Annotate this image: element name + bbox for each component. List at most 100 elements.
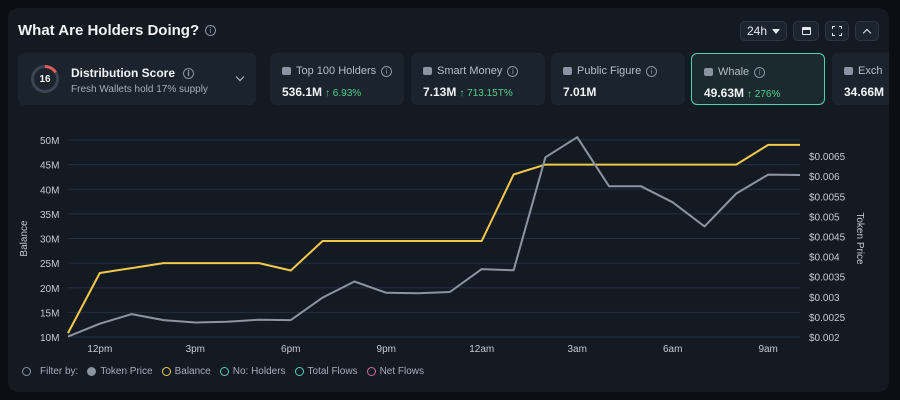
y-tick-label: 40M <box>40 185 59 196</box>
y2-tick-label: $0.004 <box>809 253 840 264</box>
metric-change: ↑ 713.15T% <box>459 88 513 99</box>
holders-panel: What Are Holders Doing? i 24h <box>8 8 889 392</box>
y2-tick-label: $0.0065 <box>809 152 846 163</box>
y2-tick-label: $0.002 <box>809 333 840 344</box>
x-tick-label: 12pm <box>87 344 112 355</box>
timeframe-value: 24h <box>746 24 768 38</box>
metric-label: Smart Money <box>437 65 503 77</box>
metric-value: 536.1M <box>282 85 323 99</box>
legend-dot <box>366 367 376 376</box>
metric-card-whale[interactable]: Whale i 49.63M ↑ 276% <box>691 53 825 105</box>
metric-value: 49.63M <box>704 86 745 100</box>
metric-value: 7.13M <box>423 85 457 99</box>
legend-label: Total Flows <box>307 366 358 377</box>
header-controls: 24h <box>740 21 879 41</box>
metric-change: ↑ 6.93% <box>325 88 362 99</box>
timeframe-select[interactable]: 24h <box>740 21 787 41</box>
legend-label: Net Flows <box>379 366 425 377</box>
metric-value: 7.01M <box>563 85 597 99</box>
holders-chart: 10M 15M 20M 25M 30M 35M 40M 45M 50M $0.002 $0.0025… <box>19 136 865 355</box>
y-tick-label: 15M <box>40 308 59 319</box>
collapse-button[interactable] <box>855 21 879 41</box>
x-tick-label: 6am <box>663 344 682 355</box>
x-tick-label: 3am <box>567 344 586 355</box>
legend-label: No: Holders <box>232 366 286 377</box>
info-icon[interactable]: i <box>205 25 217 36</box>
score-subtitle: Fresh Wallets hold 17% supply <box>71 84 208 95</box>
info-icon[interactable]: i <box>381 65 393 77</box>
panel-title: What Are Holders Doing? <box>18 22 200 39</box>
legend-item-token-price[interactable]: Token Price <box>87 366 153 377</box>
legend-dot <box>87 367 97 376</box>
y2-tick-label: $0.005 <box>809 212 840 223</box>
y-axis-title: Balance <box>19 220 30 257</box>
legend-label: Balance <box>174 366 211 377</box>
chart-legend: Filter by: Token Price Balance No: Holde… <box>22 366 424 377</box>
legend-dot <box>294 367 304 376</box>
score-ring <box>31 65 59 93</box>
panel-header: What Are Holders Doing? i <box>18 22 217 39</box>
metric-value: 34.66M <box>844 85 885 99</box>
x-tick-label: 9am <box>758 344 777 355</box>
metric-card-exchange[interactable]: Exch 34.66M <box>832 53 889 105</box>
info-icon[interactable]: i <box>754 66 766 78</box>
y2-tick-label: $0.003 <box>809 293 840 304</box>
y2-tick-label: $0.0045 <box>809 232 846 243</box>
info-icon[interactable]: i <box>183 67 195 79</box>
bank-icon <box>282 67 291 75</box>
legend-item-net-flows[interactable]: Net Flows <box>366 366 425 377</box>
metric-change: ↑ 276% <box>747 89 781 100</box>
calendar-icon <box>801 27 811 35</box>
chevron-up-icon <box>862 28 872 37</box>
y2-tick-label: $0.0055 <box>809 192 846 203</box>
bulb-icon <box>563 67 572 75</box>
metric-card-smart-money[interactable]: Smart Money i 7.13M ↑ 713.15T% <box>411 53 545 105</box>
y-tick-label: 20M <box>40 284 59 295</box>
metric-card-public-figure[interactable]: Public Figure i 7.01M <box>551 53 685 105</box>
x-tick-label: 6pm <box>281 344 300 355</box>
fullscreen-button[interactable] <box>825 21 849 41</box>
y-tick-label: 35M <box>40 210 59 221</box>
metric-label: Exch <box>858 65 883 77</box>
legend-label: Token Price <box>100 366 153 377</box>
y-tick-label: 30M <box>40 235 59 246</box>
metric-card-top100[interactable]: Top 100 Holders i 536.1M ↑ 6.93% <box>270 53 404 105</box>
series-line-balance <box>67 143 800 334</box>
distribution-score-card[interactable]: 16 Distribution Score i Fresh Wallets ho… <box>18 53 256 105</box>
legend-item-total-flows[interactable]: Total Flows <box>294 366 358 377</box>
chevron-down-icon[interactable] <box>235 72 245 82</box>
metric-label: Public Figure <box>577 65 642 77</box>
y2-tick-label: $0.0035 <box>809 273 846 284</box>
filter-label: Filter by: <box>40 366 79 377</box>
caret-down-icon <box>772 28 781 34</box>
score-title: Distribution Score i <box>71 66 195 80</box>
exchange-icon <box>844 67 853 75</box>
y-tick-label: 25M <box>40 259 59 270</box>
metric-label: Top 100 Holders <box>296 65 377 77</box>
calendar-button[interactable] <box>793 21 819 41</box>
info-icon[interactable]: i <box>646 65 658 77</box>
metric-cards: 16 Distribution Score i Fresh Wallets ho… <box>18 53 889 105</box>
y2-tick-label: $0.006 <box>809 172 840 183</box>
score-title-text: Distribution Score <box>71 66 176 80</box>
y2-axis-title: Token Price <box>854 212 865 265</box>
y2-tick-label: $0.0025 <box>809 313 846 324</box>
x-tick-label: 3pm <box>186 344 205 355</box>
y-tick-label: 50M <box>40 136 59 147</box>
series-line-token-price <box>67 136 801 338</box>
y-tick-label: 45M <box>40 161 59 172</box>
x-tick-label: 9pm <box>377 344 396 355</box>
whale-icon <box>704 68 713 76</box>
fullscreen-icon <box>832 26 842 36</box>
legend-item-balance[interactable]: Balance <box>161 366 211 377</box>
legend-dot <box>161 367 171 376</box>
legend-dot <box>219 367 229 376</box>
x-tick-label: 12am <box>469 344 494 355</box>
y-tick-label: 10M <box>40 333 59 344</box>
brain-icon <box>423 67 432 75</box>
legend-item-holders[interactable]: No: Holders <box>219 366 286 377</box>
score-value: 16 <box>39 73 51 85</box>
filter-icon <box>22 367 31 376</box>
metric-label: Whale <box>718 66 750 78</box>
info-icon[interactable]: i <box>507 65 519 77</box>
